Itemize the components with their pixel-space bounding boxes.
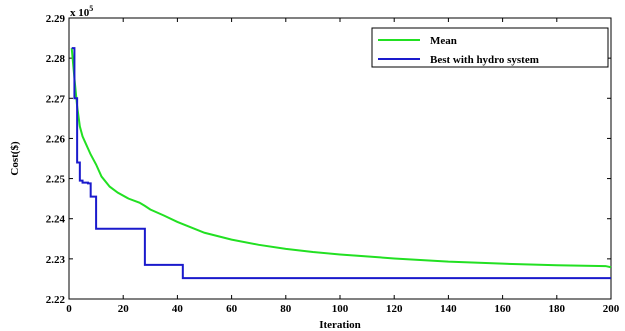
x-tick-label: 40: [172, 303, 184, 315]
x-tick-label: 120: [386, 303, 403, 315]
x-tick-label: 180: [549, 303, 566, 315]
y-tick-label: 2.22: [46, 294, 66, 306]
legend: Mean Best with hydro system: [371, 27, 609, 68]
x-tick-label: 0: [66, 303, 72, 315]
y-tick-label: 2.26: [46, 133, 66, 145]
y-tick-label: 2.24: [46, 214, 66, 226]
x-tick-label: 200: [603, 303, 620, 315]
y-axis-multiplier: x 105: [70, 4, 93, 19]
x-axis-title: Iteration: [319, 319, 361, 331]
series-best-line: [71, 47, 611, 280]
legend-label-best: Best with hydro system: [430, 54, 539, 66]
y-tick-label: 2.23: [46, 254, 66, 266]
series-mean-line: [70, 48, 612, 269]
y-tick-label: 2.29: [46, 13, 66, 25]
tick-labels: 0 20 40 60 80 100 120 140 160 180 200 2.22 2.23 2.24 2…: [46, 13, 620, 315]
y-tick-label: 2.25: [46, 174, 66, 186]
y-multiplier-base: x 10: [70, 7, 90, 19]
x-tick-label: 140: [440, 303, 457, 315]
x-tick-label: 80: [280, 303, 292, 315]
axis-ticks: [68, 17, 612, 300]
y-tick-label: 2.28: [46, 53, 66, 65]
x-tick-label: 60: [226, 303, 238, 315]
series-lines: [70, 47, 612, 280]
legend-label-mean: Mean: [430, 35, 457, 47]
y-axis-title: Cost($): [9, 141, 21, 176]
x-tick-label: 20: [118, 303, 130, 315]
legend-box: [371, 27, 609, 68]
y-multiplier-exponent: 5: [89, 4, 93, 13]
y-tick-label: 2.27: [46, 93, 66, 105]
x-tick-label: 160: [494, 303, 511, 315]
x-tick-label: 100: [332, 303, 349, 315]
